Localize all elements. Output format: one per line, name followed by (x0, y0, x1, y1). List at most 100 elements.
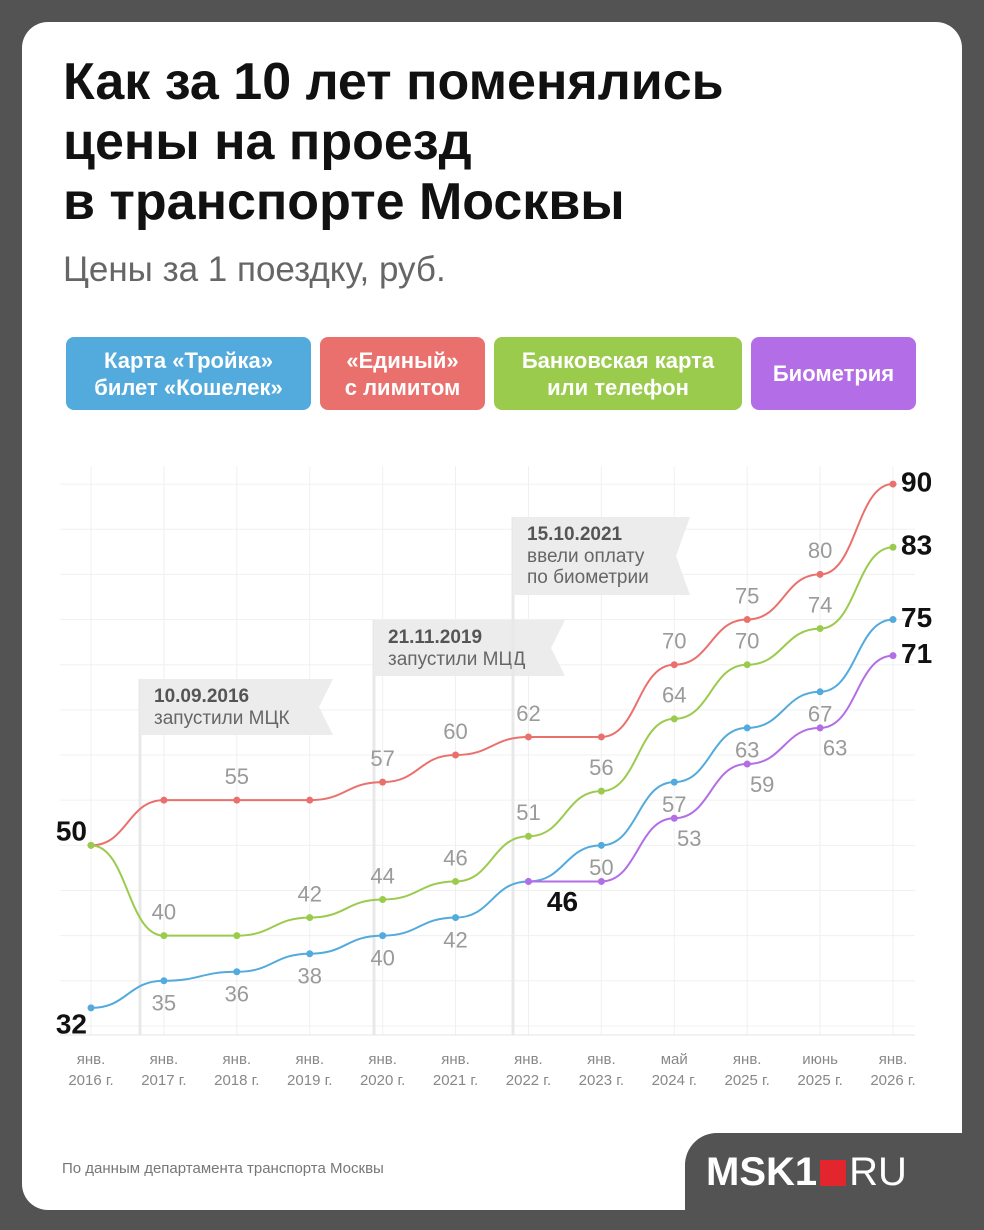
data-point (743, 616, 751, 624)
x-tick-label: янв. (150, 1051, 179, 1068)
legend-item: Карта «Тройка» билет «Кошелек» (66, 337, 311, 410)
card (22, 22, 962, 1210)
annotation-box (374, 620, 565, 676)
data-point (889, 652, 897, 660)
data-point (452, 914, 460, 922)
value-label: 46 (443, 845, 467, 870)
data-point (160, 796, 168, 804)
annotation-text: ввели оплату (527, 546, 645, 567)
data-point (889, 480, 897, 488)
x-tick-label: янв. (223, 1051, 252, 1068)
x-tick-label: июнь (802, 1051, 838, 1068)
value-label: 55 (225, 764, 249, 789)
x-tick-label: 2019 г. (287, 1072, 332, 1089)
title: Как за 10 лет поменялись цены на проезд … (63, 53, 724, 231)
data-point (379, 896, 387, 904)
value-label: 36 (225, 982, 249, 1007)
value-label: 53 (677, 826, 701, 851)
x-tick-label: 2025 г. (797, 1072, 842, 1089)
x-tick-label: янв. (295, 1051, 324, 1068)
logo: MSK1 RU (706, 1150, 907, 1195)
x-tick-label: янв. (733, 1051, 762, 1068)
data-point (889, 616, 897, 624)
data-point (233, 796, 241, 804)
x-tick-label: янв. (77, 1051, 106, 1068)
data-point (743, 760, 751, 768)
annotation-text: запустили МЦК (154, 708, 290, 729)
x-tick-label: 2024 г. (652, 1072, 697, 1089)
value-label: 63 (735, 738, 759, 763)
value-label: 57 (370, 746, 394, 771)
data-point (670, 814, 678, 822)
subtitle: Цены за 1 поездку, руб. (63, 250, 446, 289)
value-label-end: 46 (547, 886, 578, 917)
data-point (816, 570, 824, 578)
annotation-date: 21.11.2019 (388, 627, 482, 648)
data-point (743, 661, 751, 669)
data-point (306, 950, 314, 958)
x-tick-label: 2016 г. (68, 1072, 113, 1089)
value-label-end: 50 (56, 816, 87, 847)
data-point (87, 841, 95, 849)
data-point (233, 968, 241, 976)
legend-item: Банковская карта или телефон (494, 337, 742, 410)
data-point (670, 715, 678, 723)
value-label: 70 (735, 629, 759, 654)
annotation-date: 15.10.2021 (527, 524, 623, 545)
value-label: 40 (370, 945, 394, 970)
data-point (670, 778, 678, 786)
data-point (597, 787, 605, 795)
value-label-end: 90 (901, 466, 932, 497)
x-tick-label: 2018 г. (214, 1072, 259, 1089)
value-label: 35 (152, 991, 176, 1016)
value-label: 60 (443, 719, 467, 744)
logo-text: RU (849, 1150, 907, 1194)
value-label: 75 (735, 583, 759, 608)
data-point (816, 724, 824, 732)
data-point (597, 733, 605, 741)
annotation-text: запустили МЦД (388, 649, 526, 670)
value-label: 59 (750, 772, 774, 797)
data-point (160, 977, 168, 985)
x-tick-label: янв. (514, 1051, 543, 1068)
x-tick-label: янв. (587, 1051, 616, 1068)
value-label: 56 (589, 755, 613, 780)
data-point (670, 661, 678, 669)
x-tick-label: янв. (879, 1051, 908, 1068)
data-point (816, 625, 824, 633)
data-point (524, 877, 532, 885)
series-line (528, 654, 894, 883)
x-tick-label: 2026 г. (870, 1072, 915, 1089)
data-point (452, 877, 460, 885)
data-point (379, 932, 387, 940)
data-point (233, 932, 241, 940)
data-point (87, 1004, 95, 1012)
x-tick-label: 2017 г. (141, 1072, 186, 1089)
logo-text: MSK1 (706, 1150, 818, 1194)
value-label-end: 83 (901, 530, 932, 561)
value-label: 62 (516, 701, 540, 726)
value-label: 64 (662, 683, 686, 708)
value-label: 80 (808, 538, 832, 563)
value-label: 42 (443, 927, 467, 952)
value-label: 70 (662, 629, 686, 654)
value-label: 40 (152, 899, 176, 924)
value-label: 74 (808, 592, 832, 617)
x-tick-label: янв. (368, 1051, 397, 1068)
x-tick-label: 2020 г. (360, 1072, 405, 1089)
value-label: 44 (370, 863, 394, 888)
annotation-date: 10.09.2016 (154, 686, 249, 707)
data-point (889, 543, 897, 551)
value-label-end: 75 (901, 602, 932, 633)
annotation-text: по биометрии (527, 567, 649, 588)
value-label: 51 (516, 800, 540, 825)
data-point (379, 778, 387, 786)
value-label: 63 (823, 736, 847, 761)
value-label: 67 (808, 702, 832, 727)
data-point (816, 688, 824, 696)
value-label-end: 32 (56, 1008, 87, 1039)
legend-item: «Единый» с лимитом (320, 337, 485, 410)
legend-item: Биометрия (751, 337, 916, 410)
